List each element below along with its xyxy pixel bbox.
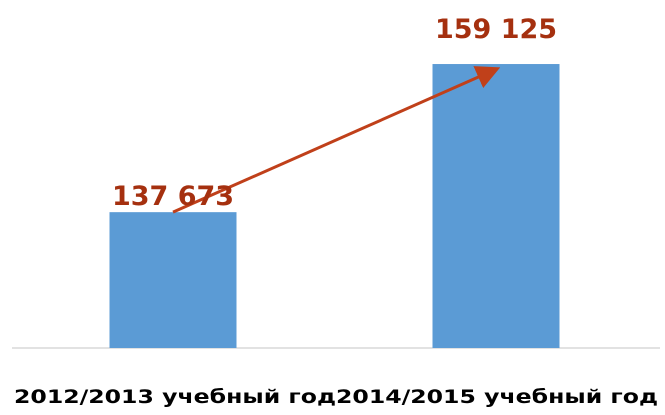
data-labels: 137 673 159 125 bbox=[112, 14, 557, 212]
category-label-1: 2012/2013 учебный год bbox=[14, 386, 336, 408]
growth-arrow bbox=[172, 66, 501, 214]
data-label-2: 159 125 bbox=[435, 14, 557, 45]
bars bbox=[109, 64, 560, 349]
bar-2 bbox=[432, 64, 560, 349]
category-labels: 2012/2013 учебный год 2014/2015 учебный г… bbox=[14, 386, 658, 408]
bar-1 bbox=[109, 212, 237, 348]
data-label-1: 137 673 bbox=[112, 181, 234, 212]
category-label-2: 2014/2015 учебный год bbox=[336, 386, 658, 408]
